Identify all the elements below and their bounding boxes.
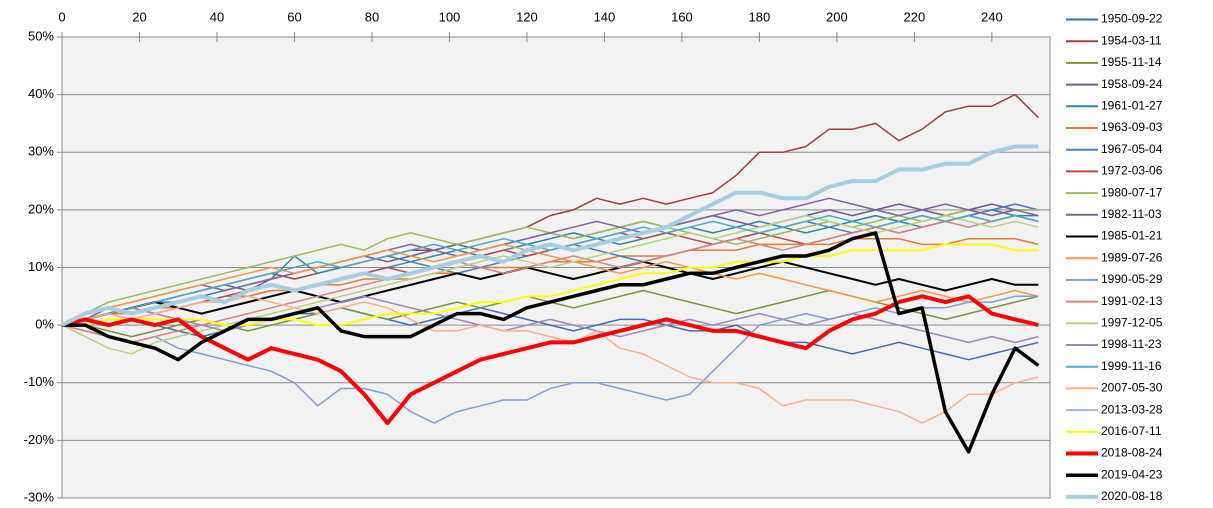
- x-tick-label: 140: [594, 9, 616, 24]
- x-tick-label: 180: [749, 9, 771, 24]
- legend-label: 1998-11-23: [1101, 337, 1162, 351]
- legend-label: 2007-05-30: [1101, 381, 1163, 395]
- series-line: [61, 144, 1039, 327]
- legend-label: 1985-01-21: [1101, 229, 1163, 243]
- x-tick-label: 160: [671, 9, 693, 24]
- legend-label: 1967-05-04: [1101, 142, 1163, 156]
- series-line: [61, 243, 1039, 326]
- y-tick-label: 50%: [28, 28, 54, 43]
- y-tick-label: -10%: [24, 374, 55, 389]
- legend-label: 1980-07-17: [1101, 185, 1163, 199]
- legend-label: 1950-09-22: [1101, 12, 1163, 26]
- legend-label: 2019-04-23: [1101, 467, 1163, 481]
- x-tick-label: 80: [365, 9, 379, 24]
- legend-label: 1990-05-29: [1101, 272, 1163, 286]
- y-tick-label: -20%: [24, 432, 55, 447]
- y-tick-label: 40%: [28, 86, 54, 101]
- x-tick-label: 100: [439, 9, 461, 24]
- legend-label: 1955-11-14: [1101, 55, 1162, 69]
- legend-label: 1997-12-05: [1101, 315, 1163, 329]
- legend-label: 1963-09-03: [1101, 120, 1163, 134]
- x-tick-label: 0: [58, 9, 65, 24]
- x-tick-label: 220: [904, 9, 926, 24]
- x-tick-label: 120: [516, 9, 538, 24]
- series-line: [61, 214, 1039, 326]
- x-tick-label: 20: [132, 9, 146, 24]
- legend-label: 2013-03-28: [1101, 402, 1163, 416]
- legend-label: 1999-11-16: [1101, 359, 1162, 373]
- legend-label: 1961-01-27: [1101, 98, 1163, 112]
- legend-label: 1989-07-26: [1101, 250, 1163, 264]
- series-line: [62, 231, 1040, 454]
- legend-label: 2018-08-24: [1101, 446, 1163, 460]
- y-tick-label: -30%: [24, 489, 55, 504]
- y-tick-label: 10%: [28, 259, 54, 274]
- series-line: [61, 295, 1039, 424]
- legend-label: 2020-08-18: [1101, 489, 1163, 503]
- x-tick-label: 60: [287, 9, 301, 24]
- y-tick-label: 20%: [28, 201, 54, 216]
- y-tick-label: 0%: [35, 317, 54, 332]
- legend-label: 1991-02-13: [1101, 294, 1163, 308]
- series-line: [61, 294, 1039, 426]
- x-tick-label: 240: [981, 9, 1003, 24]
- series-line: [61, 260, 1039, 327]
- legend-label: 2016-07-11: [1101, 424, 1162, 438]
- x-tick-label: 40: [210, 9, 224, 24]
- x-tick-label: 200: [826, 9, 848, 24]
- series-line: [62, 243, 1039, 327]
- legend-label: 1954-03-11: [1101, 33, 1162, 47]
- legend-label: 1972-03-06: [1101, 164, 1163, 178]
- legend-label: 1982-11-03: [1101, 207, 1162, 221]
- legend-label: 1958-09-24: [1101, 77, 1163, 91]
- series-line: [61, 197, 1039, 326]
- y-tick-label: 30%: [28, 144, 54, 159]
